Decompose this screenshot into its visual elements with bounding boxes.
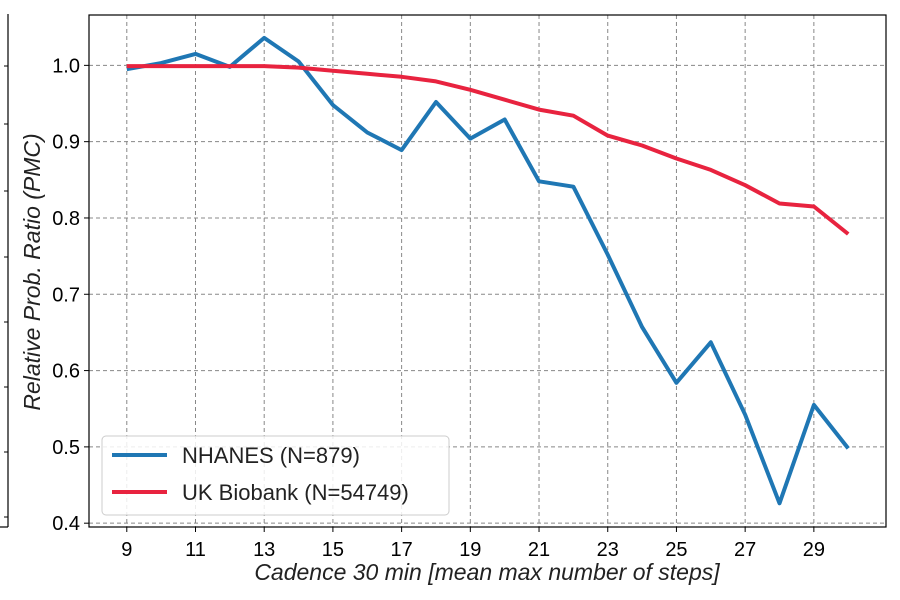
series-lines: [126, 35, 850, 506]
y-tick-label: 1.0: [52, 55, 80, 77]
x-tick-label: 29: [803, 539, 825, 561]
x-tick-label: 9: [121, 539, 132, 561]
y-axis-title: Relative Prob. Ratio (PMC): [19, 133, 45, 410]
legend-label-uk-biobank: UK Biobank (N=54749): [182, 480, 409, 505]
x-tick-label: 17: [390, 539, 412, 561]
y-axis: 0.4 0.5 0.6 0.7 0.8 0.9 1.0: [52, 55, 89, 535]
x-tick-label: 21: [528, 539, 550, 561]
plot-area-frame: [88, 14, 887, 528]
adjacent-panel-edge: [0, 14, 9, 528]
y-tick-label: 0.9: [52, 132, 80, 154]
x-tick-label: 13: [253, 539, 275, 561]
x-tick-label: 19: [459, 539, 481, 561]
y-tick-label: 0.5: [52, 437, 80, 459]
y-tick-label: 0.7: [52, 284, 80, 306]
series-line-nhanes: [126, 35, 850, 506]
x-tick-label: 23: [597, 539, 619, 561]
series-line-uk-biobank: [126, 64, 850, 236]
x-tick-label: 11: [185, 539, 206, 561]
legend-label-nhanes: NHANES (N=879): [182, 443, 360, 468]
legend: NHANES (N=879) UK Biobank (N=54749): [101, 435, 450, 516]
x-tick-label: 25: [665, 539, 687, 561]
x-tick-label: 15: [322, 539, 344, 561]
x-axis: 9 11 13 15 17 19 21 23 25 27 29: [121, 527, 825, 561]
y-tick-label: 0.8: [52, 208, 80, 230]
y-tick-label: 0.4: [52, 513, 80, 535]
x-tick-label: 27: [734, 539, 756, 561]
legend-box: [101, 435, 450, 516]
x-axis-title: Cadence 30 min [mean max number of steps…: [254, 559, 720, 585]
grid-lines: [89, 15, 886, 527]
y-tick-label: 0.6: [52, 361, 80, 383]
